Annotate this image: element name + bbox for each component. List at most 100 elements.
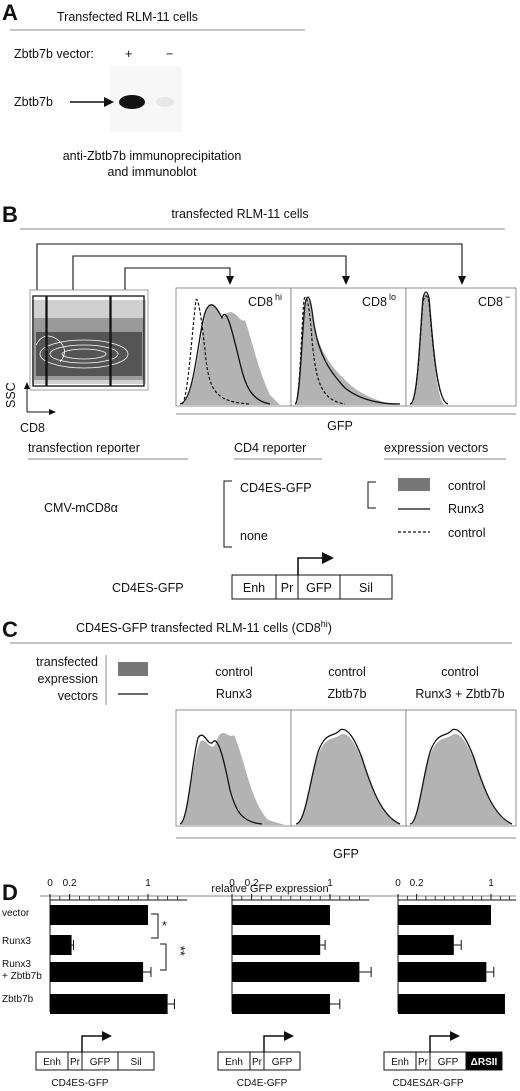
d-construct-part: Enh <box>391 1057 409 1068</box>
legend-c-2: expression <box>38 672 98 686</box>
histogram-b-2: CD8 lo <box>290 287 407 407</box>
c-col2-top: control <box>328 665 366 679</box>
d-construct-part: Pr <box>70 1057 81 1068</box>
d-tick-label: 0 <box>47 878 53 889</box>
row-label-runx3: Runx3 <box>2 936 31 947</box>
d-construct-part: GFP <box>90 1057 111 1068</box>
d-tick-label: 0 <box>229 878 235 889</box>
vector-minus: − <box>166 47 173 61</box>
histogram-c-3 <box>405 709 517 827</box>
arrowhead-cd8neg <box>458 276 466 285</box>
d-promoter-arrow <box>450 1031 460 1041</box>
d-bar <box>398 935 454 955</box>
construct-b-pr: Pr <box>281 581 294 595</box>
histogram-c-2 <box>290 709 407 827</box>
arrowhead-cd8lo <box>342 276 350 285</box>
gating-arrows <box>36 243 463 296</box>
bracket-cd4 <box>223 480 232 548</box>
legend-c-gray <box>118 662 148 676</box>
legend-gray-swatch <box>398 478 430 491</box>
band-label: Zbtb7b <box>14 95 53 109</box>
d-tick-label: 0 <box>395 878 401 889</box>
ssc-label: SSC <box>4 382 18 408</box>
panel-a-letter: A <box>2 0 18 25</box>
d-promoter-arrow <box>102 1031 112 1041</box>
hist-b2-sup: lo <box>389 292 396 302</box>
col-expression-vectors: expression vectors <box>384 441 488 455</box>
blot-band <box>119 95 145 109</box>
d-bar <box>50 935 72 955</box>
sig-star-2: ** <box>173 946 187 956</box>
d-tick-label: 1 <box>145 878 151 889</box>
cd8-arrowhead <box>49 409 56 415</box>
panel-a-title: Transfected RLM-11 cells <box>57 10 198 24</box>
d-construct-box <box>465 1051 503 1071</box>
panel-c-title: CD4ES-GFP transfected RLM-11 cells (CD8h… <box>76 619 332 635</box>
d-bar <box>398 905 491 925</box>
hist-b3-label: CD8 <box>478 295 503 309</box>
d-promoter-line <box>263 1035 284 1052</box>
caption-line-2: and immunoblot <box>108 165 197 179</box>
construct-b-label: CD4ES-GFP <box>112 581 184 595</box>
none-label: none <box>240 529 268 543</box>
d-construct-part: Enh <box>43 1057 61 1068</box>
d-construct-name: CD4ES-GFP <box>51 1078 109 1089</box>
construct-b-sil: Sil <box>359 581 373 595</box>
gfp-label-c: GFP <box>333 847 359 861</box>
arrowhead-cd8hi <box>226 276 234 285</box>
d-construct-box <box>117 1051 155 1071</box>
c-col2-bottom: Zbtb7b <box>328 687 367 701</box>
legend-c-3: vectors <box>58 689 98 703</box>
d-promoter-line <box>81 1035 102 1052</box>
cd8-label: CD8 <box>20 421 45 435</box>
sig-bracket-1 <box>151 913 159 939</box>
legend-runx3: Runx3 <box>448 502 484 516</box>
row-label-runx3-zbtb7b-1: Runx3 <box>2 959 31 970</box>
hist-b2-label: CD8 <box>362 295 387 309</box>
vector-plus: + <box>125 47 132 61</box>
d-bar <box>232 935 321 955</box>
d-bar <box>50 994 168 1014</box>
hist-b3-sup: − <box>505 292 510 302</box>
band-arrowhead <box>104 97 114 107</box>
col-transfection-reporter: transfection reporter <box>28 441 140 455</box>
construct-b-enh: Enh <box>243 581 265 595</box>
bracket-vectors <box>367 481 376 509</box>
promoter-arrow-b <box>322 552 334 564</box>
sig-star-1: * <box>162 919 167 933</box>
row-label-vector: vector <box>2 908 30 919</box>
d-bar <box>232 994 330 1014</box>
d-bar <box>50 962 144 982</box>
d-construct-part: Pr <box>418 1057 429 1068</box>
c-col1-bottom: Runx3 <box>216 687 252 701</box>
d-bar <box>50 905 148 925</box>
panel-b-title: transfected RLM-11 cells <box>171 207 308 221</box>
legend-control-1: control <box>448 479 486 493</box>
caption-line-1: anti-Zbtb7b immunoprecipitation <box>63 149 242 163</box>
blot-band-faint <box>156 97 174 107</box>
d-bar <box>232 905 330 925</box>
histogram-c-1 <box>175 709 292 827</box>
panel-d-bars <box>50 905 505 1014</box>
legend-c-1: transfected <box>36 655 98 669</box>
d-construct-part: GFP <box>272 1057 293 1068</box>
d-construct-part: GFP <box>438 1057 459 1068</box>
cd4es-label: CD4ES-GFP <box>240 481 312 495</box>
d-bar <box>232 962 360 982</box>
cmv-label: CMV-mCD8α <box>44 501 118 515</box>
sig-bracket-2 <box>160 943 167 971</box>
construct-b: Enh Pr GFP Sil <box>231 552 393 600</box>
gate-cd8lo <box>46 295 111 387</box>
histogram-b-3: CD8 − <box>405 287 517 407</box>
contour-lines <box>35 335 129 369</box>
d-construct-box <box>263 1051 301 1071</box>
dot-cloud <box>32 300 146 384</box>
legend-control-2: control <box>448 526 486 540</box>
hist-b1-label: CD8 <box>248 295 273 309</box>
d-bar <box>398 994 505 1014</box>
c-col3-bottom: Runx3 + Zbtb7b <box>415 687 504 701</box>
d-tick-label: 1 <box>327 878 333 889</box>
d-bar <box>398 962 487 982</box>
c-col3-top: control <box>441 665 479 679</box>
